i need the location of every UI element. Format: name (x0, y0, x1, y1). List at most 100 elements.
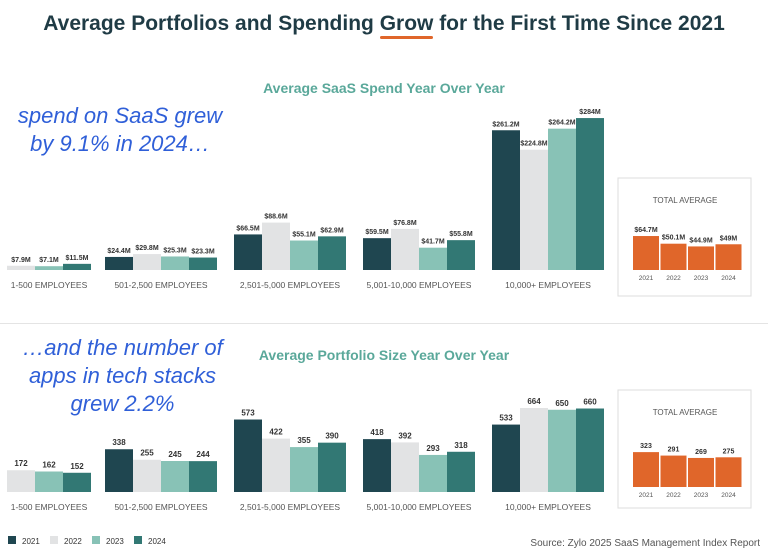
bar-label: 152 (70, 462, 84, 471)
title-part: for the First Time Since 2021 (433, 12, 725, 35)
bar-2022 (7, 470, 35, 492)
bar-label: $24.4M (107, 248, 131, 255)
bar-label: $7.9M (11, 257, 31, 264)
total-average-box (617, 389, 752, 509)
category-label: 501-2,500 EMPLOYEES (114, 280, 207, 290)
bar-label: $25.3M (163, 247, 187, 254)
bar-2023 (161, 461, 189, 492)
total-bar-label: $44.9M (689, 237, 713, 244)
bar-label: $76.8M (393, 220, 417, 227)
bar-label: 664 (527, 397, 541, 406)
legend-label: 2021 (22, 537, 40, 546)
bar-label: 172 (14, 459, 28, 468)
bar-2022 (391, 228, 419, 270)
chart-title-portfolio: Average Portfolio Size Year Over Year (258, 347, 510, 363)
bar-2022 (262, 438, 290, 492)
category-label: 1-500 EMPLOYEES (11, 280, 88, 290)
bar-label: 255 (140, 449, 154, 458)
total-year-label: 2022 (666, 275, 681, 282)
bar-2022 (7, 265, 35, 270)
chart-title-spend: Average SaaS Spend Year Over Year (263, 80, 505, 96)
divider (0, 323, 768, 324)
legend-swatch-2023 (92, 536, 100, 544)
bar-label: $59.5M (365, 229, 389, 236)
bar-2023 (548, 409, 576, 492)
total-average-title: TOTAL AVERAGE (653, 196, 718, 205)
bar-label: $224.8M (520, 141, 547, 148)
bar-label: 660 (583, 398, 597, 407)
bar-2024 (447, 451, 475, 492)
total-bar-2021 (633, 236, 659, 270)
bar-2023 (35, 471, 63, 492)
title-grow: Grow (379, 12, 434, 35)
bar-2021 (363, 439, 391, 492)
bar-label: $29.8M (135, 245, 159, 252)
title-part: Average Portfolios and Spending (43, 12, 380, 35)
category-label: 5,001-10,000 EMPLOYEES (367, 280, 472, 290)
bar-label: 390 (325, 432, 339, 441)
total-bar-label: $64.7M (634, 227, 658, 234)
total-bar-label: 269 (695, 449, 707, 456)
bar-label: $264.2M (548, 120, 575, 127)
legend-label: 2024 (148, 537, 166, 546)
total-bar-2022 (660, 455, 687, 487)
total-bar-2023 (688, 457, 714, 487)
total-bar-2024 (715, 457, 742, 487)
bar-label: $55.1M (292, 232, 316, 239)
legend-swatch-2021 (8, 536, 16, 544)
bar-label: $23.3M (191, 249, 215, 256)
bar-label: 418 (370, 428, 384, 437)
bar-2023 (419, 247, 447, 270)
bar-2023 (548, 128, 576, 270)
bar-2024 (447, 240, 475, 270)
bar-label: 392 (398, 431, 412, 440)
bar-label: $261.2M (492, 121, 519, 128)
total-year-label: 2023 (694, 492, 709, 499)
bar-2024 (576, 118, 604, 270)
bar-label: 162 (42, 461, 56, 470)
bar-2023 (290, 240, 318, 270)
bar-2022 (520, 408, 548, 492)
bar-2021 (492, 130, 520, 270)
bar-label: 244 (196, 450, 210, 459)
bar-2024 (576, 408, 604, 492)
category-label: 1-500 EMPLOYEES (11, 502, 88, 512)
bar-2022 (520, 149, 548, 270)
bar-label: $7.1M (39, 257, 59, 264)
page-title: Average Portfolios and Spending Grow for… (0, 12, 768, 36)
bar-label: 355 (297, 436, 311, 445)
total-bar-label: $50.1M (662, 235, 686, 242)
total-average-box (617, 177, 752, 297)
bar-label: 533 (499, 414, 513, 423)
bar-label: 573 (241, 409, 255, 418)
bar-label: $88.6M (264, 214, 288, 221)
total-bar-2021 (633, 452, 659, 487)
bar-label: $66.5M (236, 225, 260, 232)
bar-2021 (363, 238, 391, 270)
bar-2024 (318, 442, 346, 492)
bar-2021 (105, 256, 133, 270)
bar-2024 (189, 461, 217, 492)
total-bar-label: 275 (723, 448, 735, 455)
bar-2024 (189, 257, 217, 270)
category-label: 10,000+ EMPLOYEES (505, 280, 591, 290)
bar-2023 (290, 447, 318, 492)
note-apps: …and the number of apps in tech stacks g… (22, 335, 223, 416)
category-label: 501-2,500 EMPLOYEES (114, 502, 207, 512)
bar-2021 (105, 449, 133, 492)
bar-2022 (262, 222, 290, 270)
legend-swatch-2024 (134, 536, 142, 544)
total-year-label: 2021 (639, 275, 654, 282)
bar-label: $11.5M (66, 255, 89, 262)
total-bar-2023 (688, 246, 714, 270)
total-year-label: 2024 (721, 275, 736, 282)
legend-label: 2022 (64, 537, 82, 546)
category-label: 10,000+ EMPLOYEES (505, 502, 591, 512)
bar-2021 (234, 234, 262, 270)
total-year-label: 2023 (694, 275, 709, 282)
bar-2023 (419, 454, 447, 492)
bar-2024 (318, 236, 346, 270)
bar-label: $55.8M (449, 231, 473, 238)
bar-2021 (492, 424, 520, 492)
bar-2022 (133, 459, 161, 492)
